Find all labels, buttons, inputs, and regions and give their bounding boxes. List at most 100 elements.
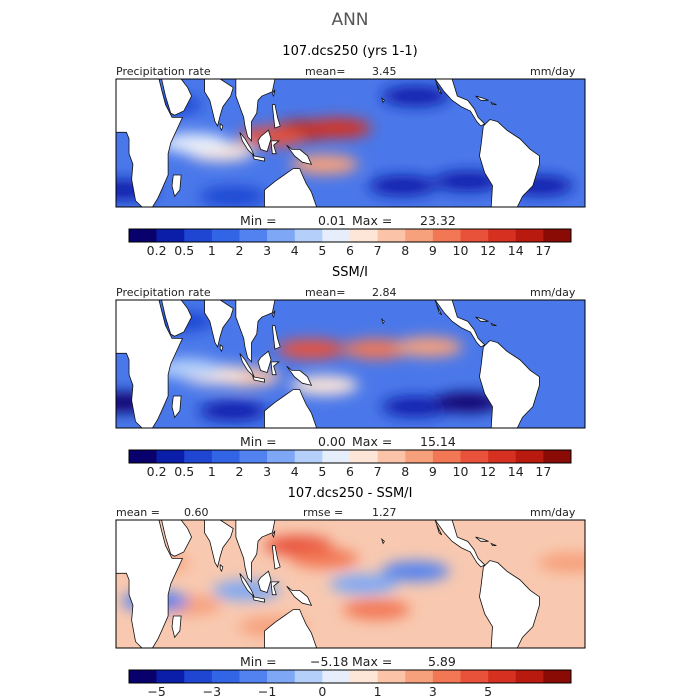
colorbar-tick-label: 17 (535, 243, 552, 258)
min-value: 0.00 (318, 434, 346, 449)
colorbar-tick-label: 0 (318, 684, 327, 699)
land-outline (161, 79, 193, 116)
colorbar-swatch (129, 229, 157, 242)
colorbar-tick-label: 2 (235, 243, 244, 258)
field-anomaly-mark (537, 552, 585, 573)
land-outline (270, 581, 280, 596)
colorbar-tick-label: 6 (346, 464, 354, 479)
max-value: 5.89 (428, 654, 456, 669)
colorbar-swatch (294, 450, 323, 463)
colorbar-tick-label: 8 (401, 464, 410, 479)
land-outline (271, 104, 281, 129)
max-label: Max = (352, 654, 393, 669)
panel-title-difference: 107.dcs250 - SSM/I (287, 486, 413, 501)
max-label: Max = (352, 213, 393, 228)
colorbar-difference (128, 669, 572, 684)
land-outline (271, 530, 276, 539)
map-frame (115, 299, 586, 429)
land-outline (204, 300, 234, 348)
field-anomaly-mark (199, 186, 268, 207)
min-value: −5.18 (310, 654, 349, 669)
mean-value: 0.60 (184, 506, 209, 519)
max-label: Max = (352, 434, 393, 449)
rmse-value: 1.27 (372, 506, 397, 519)
colorbar-swatch (543, 450, 572, 463)
colorbar-swatch (239, 670, 268, 683)
colorbar-swatch (515, 670, 544, 683)
land-outline (257, 350, 272, 374)
colorbar-tick-label: 10 (452, 464, 469, 479)
land-outline (434, 300, 486, 348)
colorbar-swatch (432, 670, 461, 683)
colorbar-swatch (488, 450, 517, 463)
land-outline (271, 325, 281, 350)
land-outline (490, 101, 497, 105)
colorbar-swatch (377, 670, 406, 683)
land-outline (204, 520, 234, 568)
map-panel-model (115, 78, 586, 208)
colorbar-swatch (350, 450, 378, 463)
land-outline (271, 545, 281, 570)
min-label: Min = (240, 434, 277, 449)
units-label: mm/day (530, 506, 576, 519)
land-outline (271, 89, 276, 98)
colorbar-tick-label: 0.5 (174, 464, 195, 479)
colorbar-swatch (405, 450, 434, 463)
field-anomaly-mark (303, 118, 372, 139)
colorbar-swatch (460, 229, 489, 242)
colorbar-tick-label: 14 (507, 243, 524, 258)
land-outline (434, 79, 443, 95)
colorbar-tick-label: 10 (452, 243, 469, 258)
colorbar-tick-label: 14 (507, 464, 524, 479)
colorbar-swatch (322, 450, 351, 463)
colorbar-swatch (156, 670, 185, 683)
colorbar-tick-label: 5 (318, 243, 327, 258)
colorbar-swatch (432, 229, 461, 242)
colorbar-tick-label: 4 (290, 464, 299, 479)
colorbar-swatch (460, 670, 489, 683)
colorbar-swatch (156, 450, 185, 463)
land-outline (270, 361, 280, 376)
land-outline (252, 155, 265, 162)
land-outline (235, 300, 276, 363)
variable-label: Precipitation rate (116, 286, 211, 299)
colorbar-tick-label: 2 (235, 464, 244, 479)
variable-label: Precipitation rate (116, 65, 211, 78)
land-outline (252, 376, 265, 383)
land-outline (286, 365, 313, 386)
land-outline (380, 318, 385, 325)
figure-title: ANN (331, 10, 369, 30)
mean-label: mean= (305, 286, 346, 299)
field-anomaly-mark (433, 171, 502, 192)
map-panel-difference (115, 519, 586, 649)
colorbar-tick-label: 3 (263, 243, 272, 258)
field-anomaly-mark (381, 561, 450, 582)
colorbar-tick-label: 8 (401, 243, 410, 258)
land-outline (479, 119, 540, 207)
panel-title-observed: SSM/I (332, 265, 368, 280)
land-outline (286, 585, 313, 606)
mean-label: mean= (305, 65, 346, 78)
colorbar-tick-label: 0.2 (146, 464, 167, 479)
land-outline (271, 310, 276, 319)
colorbar-swatch (156, 229, 185, 242)
land-outline (161, 300, 193, 337)
land-outline (270, 140, 280, 155)
colorbar-swatch (211, 450, 240, 463)
colorbar-observed (128, 449, 572, 464)
colorbar-swatch (322, 670, 351, 683)
field-anomaly-mark (368, 175, 437, 196)
rmse-label: rmse = (303, 506, 344, 519)
colorbar-swatch (377, 229, 406, 242)
max-value: 15.14 (420, 434, 456, 449)
land-outline (171, 395, 182, 419)
land-outline (479, 560, 540, 648)
colorbar-swatch (460, 450, 489, 463)
colorbar-swatch (488, 670, 517, 683)
mean-label: mean = (116, 506, 160, 519)
map-frame (115, 78, 586, 208)
colorbar-swatch (184, 229, 213, 242)
land-outline (434, 520, 443, 536)
map-frame (115, 519, 586, 649)
